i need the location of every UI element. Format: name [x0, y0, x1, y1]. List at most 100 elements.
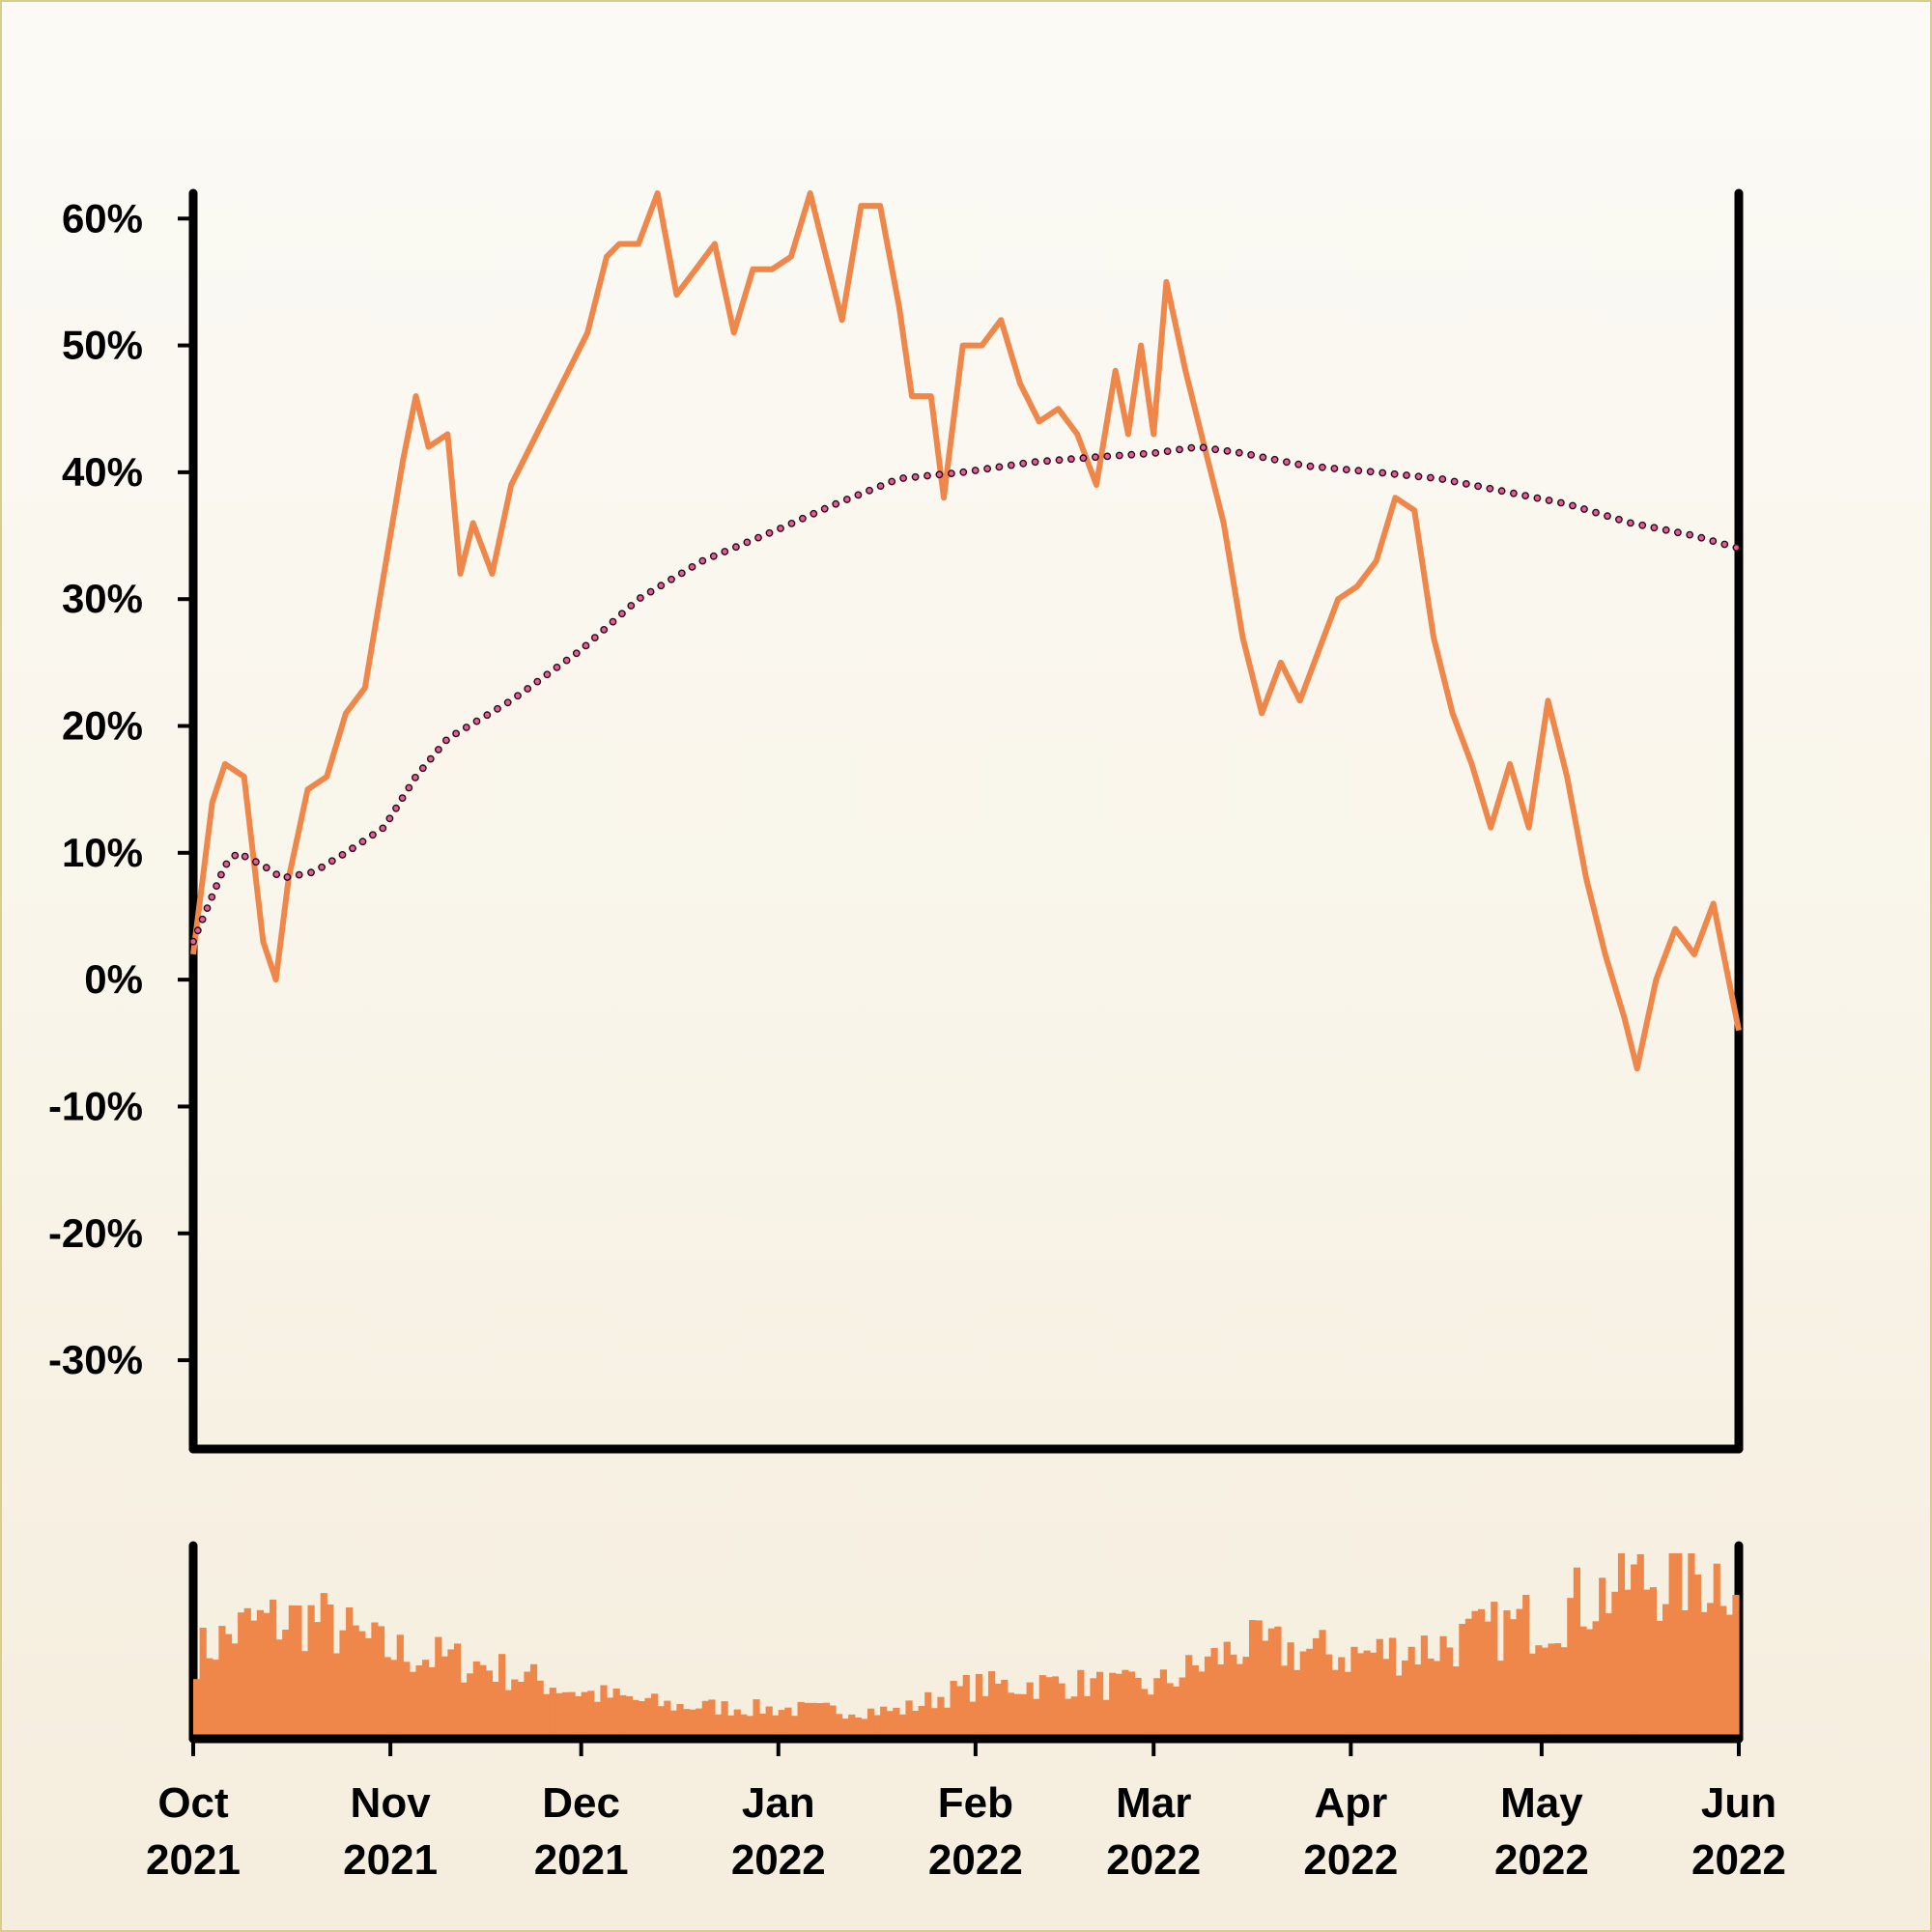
- volume-bar: [524, 1671, 531, 1739]
- trend-dot: [1674, 528, 1682, 537]
- volume-bar: [1407, 1646, 1415, 1739]
- trend-dot: [1510, 489, 1518, 497]
- trend-dot: [810, 509, 818, 518]
- volume-bar: [1611, 1591, 1619, 1739]
- volume-bar: [1090, 1678, 1097, 1739]
- volume-bar: [1624, 1589, 1632, 1739]
- trend-dot: [1366, 468, 1375, 476]
- volume-bar: [988, 1671, 996, 1739]
- trend-dot: [1545, 497, 1553, 504]
- volume-bar: [1382, 1659, 1390, 1739]
- volume-bar: [676, 1704, 684, 1739]
- trend-dot: [677, 569, 686, 578]
- trend-dot: [1199, 443, 1208, 452]
- volume-bar: [1496, 1661, 1504, 1739]
- x-tick-month-label: Dec: [542, 1779, 620, 1827]
- trend-dot: [1521, 492, 1530, 499]
- volume-bar: [612, 1689, 620, 1739]
- volume-bar: [1127, 1671, 1136, 1739]
- trend-dot: [572, 649, 581, 658]
- trend-dot: [637, 594, 644, 602]
- volume-bar: [575, 1696, 582, 1739]
- trend-dot: [241, 852, 249, 861]
- volume-bar: [275, 1639, 283, 1739]
- volume-bar: [1541, 1647, 1549, 1739]
- volume-bar: [1668, 1553, 1676, 1739]
- volume-bar: [1306, 1648, 1314, 1739]
- volume-bar: [447, 1649, 455, 1739]
- trend-series-dots: [189, 443, 1741, 946]
- volume-bar: [898, 1714, 907, 1739]
- volume-bar: [263, 1612, 270, 1739]
- volume-bar: [669, 1710, 678, 1739]
- trend-dot: [983, 465, 991, 473]
- volume-bar: [1599, 1577, 1606, 1739]
- volume-bar: [1217, 1664, 1225, 1739]
- volume-bar: [352, 1625, 359, 1739]
- trend-dot: [1697, 533, 1706, 542]
- y-tick-label: 0%: [84, 956, 143, 1002]
- trend-dot: [1342, 466, 1350, 473]
- trend-dot: [483, 711, 492, 720]
- volume-bar: [377, 1626, 385, 1739]
- trend-dot: [208, 893, 216, 901]
- volume-bar: [1656, 1620, 1663, 1739]
- trend-dot: [1486, 484, 1494, 493]
- x-tick-month-label: May: [1500, 1779, 1583, 1827]
- trend-dot: [618, 610, 626, 618]
- trend-dot: [1187, 443, 1196, 452]
- volume-bar: [1338, 1657, 1346, 1739]
- trend-dot: [1319, 463, 1326, 471]
- trend-dot: [765, 528, 774, 537]
- volume-bar: [1038, 1675, 1046, 1739]
- y-tick-label: 50%: [62, 323, 143, 368]
- y-tick-label: 10%: [62, 830, 143, 875]
- trend-dot: [418, 764, 427, 773]
- volume-bar: [1242, 1657, 1250, 1739]
- volume-bar: [854, 1718, 862, 1739]
- volume-bar: [428, 1666, 436, 1739]
- x-tick-month-label: Apr: [1314, 1779, 1387, 1827]
- volume-bar: [396, 1634, 404, 1739]
- volume-bar: [644, 1697, 652, 1739]
- trend-dot: [392, 804, 400, 812]
- volume-bar: [625, 1695, 633, 1739]
- trend-dot: [411, 774, 419, 781]
- volume-bar: [1153, 1678, 1161, 1739]
- volume-bar: [1452, 1666, 1460, 1739]
- trend-dot: [854, 491, 863, 499]
- volume-bar: [753, 1699, 760, 1739]
- trend-dot: [1450, 477, 1459, 486]
- volume-bar: [950, 1681, 957, 1739]
- trend-dot: [1474, 482, 1483, 491]
- volume-bar: [1312, 1637, 1321, 1739]
- trend-dot: [1592, 508, 1600, 517]
- volume-bar: [358, 1631, 366, 1739]
- volume-bar: [873, 1715, 881, 1739]
- volume-bar: [1141, 1689, 1149, 1739]
- x-tick-year-label: 2021: [343, 1836, 438, 1884]
- volume-bar: [1319, 1630, 1326, 1739]
- volume-bar: [238, 1612, 245, 1739]
- volume-bar: [460, 1682, 468, 1739]
- trend-dot: [1043, 457, 1051, 466]
- volume-bar: [1083, 1695, 1091, 1739]
- trend-dot: [349, 844, 356, 853]
- volume-bar: [867, 1708, 875, 1739]
- volume-bar: [714, 1714, 723, 1739]
- x-tick-year-label: 2022: [1106, 1836, 1201, 1884]
- trend-dot: [385, 814, 394, 823]
- trend-dot: [1604, 512, 1611, 521]
- trend-dot: [1627, 519, 1634, 527]
- volume-bar: [937, 1696, 945, 1739]
- volume-bar: [282, 1630, 290, 1739]
- volume-bar: [1115, 1673, 1122, 1739]
- trend-dot: [777, 525, 784, 532]
- trend-dot: [911, 472, 920, 481]
- volume-bar: [778, 1710, 785, 1739]
- trend-dot: [193, 926, 202, 935]
- trend-dot: [251, 858, 260, 867]
- trend-dot: [1650, 524, 1659, 532]
- volume-bar: [327, 1605, 334, 1739]
